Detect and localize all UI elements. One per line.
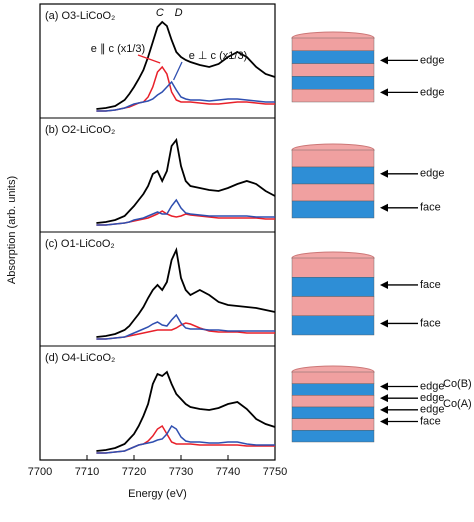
peak-label: D (175, 7, 183, 19)
crystal-layer (291, 37, 375, 52)
x-tick-label: 7730 (169, 466, 193, 478)
series-line (96, 137, 276, 224)
crystal-layer (291, 315, 375, 336)
crystal-layer (291, 149, 375, 168)
interface-label: edge (420, 54, 444, 66)
series-line (96, 198, 275, 226)
interface-label: face (420, 202, 441, 214)
arrow-head (380, 169, 388, 178)
crystal-layer (291, 76, 375, 90)
interface-label: face (420, 415, 441, 427)
interface-label: edge (420, 380, 444, 392)
y-axis-label: Absorption (arb. units) (6, 176, 18, 284)
crystal-layer (291, 418, 375, 431)
crystal-layer (291, 88, 375, 103)
peak-label: C (156, 7, 164, 19)
crystal-layer (291, 296, 375, 316)
site-label: Co(B) (443, 378, 472, 390)
series-line (96, 247, 276, 338)
interface-label: face (420, 279, 441, 291)
x-tick-label: 7710 (75, 466, 99, 478)
site-label: Co(A) (443, 398, 472, 410)
series-line (96, 322, 275, 340)
arrow-head (380, 417, 388, 426)
crystal-layer (291, 277, 375, 297)
crystal-layer (291, 371, 375, 384)
crystal-layer (291, 406, 375, 419)
interface-label: edge (420, 168, 444, 180)
arrow-head (380, 319, 388, 328)
crystal-layer (291, 430, 375, 443)
panel-title: (c) O1-LiCoO₂ (45, 238, 115, 250)
x-tick-label: 7700 (28, 466, 52, 478)
crystal-layer (291, 383, 375, 396)
series-line (96, 370, 276, 452)
crystal-layer (291, 183, 375, 202)
x-tick-label: 7750 (263, 466, 287, 478)
series-label: e ⊥ c (x1/3) (189, 50, 248, 62)
arrow-head (380, 280, 388, 289)
series-line (96, 313, 275, 340)
series-line (96, 80, 275, 112)
arrow-head (380, 382, 388, 391)
series-line (96, 424, 275, 454)
arrow-head (380, 203, 388, 212)
series-line (96, 65, 275, 112)
crystal-layer (291, 166, 375, 185)
arrow-head (380, 394, 388, 403)
interface-label: face (420, 317, 441, 329)
panel-title: (a) O3-LiCoO₂ (45, 10, 115, 22)
interface-label: edge (420, 86, 444, 98)
interface-label: edge (420, 404, 444, 416)
series-line (96, 20, 276, 110)
crystal-layer (291, 395, 375, 408)
crystal-layer (291, 200, 375, 219)
panel-title: (b) O2-LiCoO₂ (45, 124, 115, 136)
crystal-layer (291, 257, 375, 278)
series-line (96, 424, 275, 454)
arrow-head (380, 56, 388, 65)
arrow-head (380, 88, 388, 97)
arrow-head (380, 405, 388, 414)
interface-label: edge (420, 392, 444, 404)
crystal-layer (291, 50, 375, 64)
label-arrow (173, 61, 183, 81)
x-tick-label: 7740 (216, 466, 240, 478)
x-tick-label: 7720 (122, 466, 146, 478)
x-axis-label: Energy (eV) (128, 488, 187, 500)
label-arrow (137, 54, 161, 64)
series-label: e ∥ c (x1/3) (91, 43, 145, 55)
panel-title: (d) O4-LiCoO₂ (45, 352, 115, 364)
crystal-layer (291, 63, 375, 77)
